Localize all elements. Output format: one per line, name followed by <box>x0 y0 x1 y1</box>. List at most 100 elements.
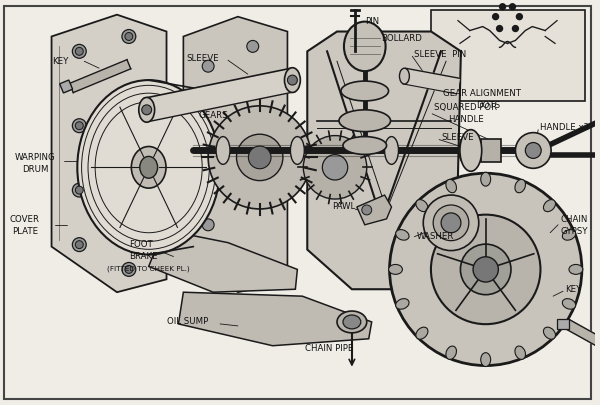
Circle shape <box>208 106 311 209</box>
Ellipse shape <box>544 327 556 339</box>
Circle shape <box>73 119 86 132</box>
Ellipse shape <box>459 136 473 164</box>
Text: PAWL: PAWL <box>332 202 355 211</box>
Circle shape <box>304 136 367 199</box>
Circle shape <box>247 254 259 265</box>
Ellipse shape <box>395 230 409 240</box>
Circle shape <box>515 132 551 168</box>
Circle shape <box>73 45 86 58</box>
Circle shape <box>248 146 271 169</box>
Circle shape <box>122 30 136 43</box>
Circle shape <box>500 4 506 10</box>
Circle shape <box>441 213 461 233</box>
Text: PLATE: PLATE <box>12 227 38 236</box>
Text: WASHER: WASHER <box>416 232 454 241</box>
Text: SLEEVE: SLEEVE <box>187 54 219 63</box>
Circle shape <box>493 14 499 19</box>
Text: WARPING: WARPING <box>15 153 56 162</box>
Polygon shape <box>70 60 131 93</box>
Circle shape <box>497 26 503 32</box>
Text: (FITTED TO CHEEK PL.): (FITTED TO CHEEK PL.) <box>107 265 190 272</box>
Circle shape <box>526 143 541 158</box>
Bar <box>557 319 569 329</box>
Ellipse shape <box>481 353 491 367</box>
Polygon shape <box>357 195 392 225</box>
Text: SLEEVE  PIN: SLEEVE PIN <box>415 50 467 59</box>
Ellipse shape <box>446 179 457 193</box>
Ellipse shape <box>515 179 526 193</box>
Ellipse shape <box>140 156 158 178</box>
Polygon shape <box>52 15 167 292</box>
Ellipse shape <box>544 200 556 212</box>
Ellipse shape <box>395 298 409 309</box>
Circle shape <box>517 14 523 19</box>
Text: KEY: KEY <box>53 57 69 66</box>
Ellipse shape <box>515 346 526 359</box>
Text: CHAIN PIPE: CHAIN PIPE <box>305 344 353 353</box>
Text: GEARS: GEARS <box>198 111 228 120</box>
Circle shape <box>73 238 86 252</box>
Circle shape <box>202 140 214 151</box>
Text: HANDLE x2: HANDLE x2 <box>540 123 589 132</box>
Polygon shape <box>145 68 295 122</box>
Ellipse shape <box>337 311 367 333</box>
Text: CHAIN: CHAIN <box>560 215 587 224</box>
Ellipse shape <box>216 136 230 164</box>
Circle shape <box>389 173 582 366</box>
Ellipse shape <box>416 200 428 212</box>
Ellipse shape <box>290 136 304 164</box>
Text: FOOT: FOOT <box>129 240 152 249</box>
Circle shape <box>287 75 298 85</box>
Text: KEY: KEY <box>565 285 581 294</box>
Ellipse shape <box>562 230 576 240</box>
Text: SQUARED FOR: SQUARED FOR <box>434 103 497 112</box>
Circle shape <box>76 47 83 55</box>
Ellipse shape <box>569 264 583 274</box>
Ellipse shape <box>77 80 220 254</box>
Ellipse shape <box>416 327 428 339</box>
Ellipse shape <box>562 298 576 309</box>
Circle shape <box>76 186 83 194</box>
Ellipse shape <box>284 68 301 92</box>
Circle shape <box>142 105 152 115</box>
Text: HANDLE: HANDLE <box>448 115 484 124</box>
Polygon shape <box>403 68 460 94</box>
Ellipse shape <box>481 172 491 186</box>
Circle shape <box>76 241 83 249</box>
Ellipse shape <box>139 98 155 122</box>
Text: DOTS: DOTS <box>476 101 500 110</box>
Circle shape <box>125 265 133 273</box>
Ellipse shape <box>343 315 361 329</box>
Circle shape <box>125 32 133 40</box>
Bar <box>59 80 73 93</box>
Circle shape <box>512 26 518 32</box>
Circle shape <box>509 4 515 10</box>
Circle shape <box>73 183 86 197</box>
Ellipse shape <box>460 130 482 171</box>
Text: COVER: COVER <box>10 215 40 224</box>
Circle shape <box>122 262 136 276</box>
Circle shape <box>202 60 214 72</box>
Ellipse shape <box>400 68 409 84</box>
Polygon shape <box>149 230 298 292</box>
Text: BRAKE: BRAKE <box>129 252 157 261</box>
Ellipse shape <box>344 21 386 71</box>
Circle shape <box>431 215 541 324</box>
Circle shape <box>236 134 283 181</box>
Polygon shape <box>565 320 600 363</box>
Circle shape <box>473 257 499 282</box>
Circle shape <box>423 195 479 251</box>
Circle shape <box>76 122 83 130</box>
Ellipse shape <box>385 136 398 164</box>
Ellipse shape <box>343 136 386 154</box>
Polygon shape <box>178 292 372 346</box>
Circle shape <box>247 40 259 52</box>
Circle shape <box>322 155 348 180</box>
Text: OIL SUMP: OIL SUMP <box>167 318 208 326</box>
Text: DRUM: DRUM <box>22 165 49 174</box>
Circle shape <box>460 244 511 295</box>
Polygon shape <box>184 17 287 292</box>
Text: GYPSY: GYPSY <box>560 227 587 236</box>
Ellipse shape <box>446 346 457 359</box>
Polygon shape <box>307 32 461 289</box>
